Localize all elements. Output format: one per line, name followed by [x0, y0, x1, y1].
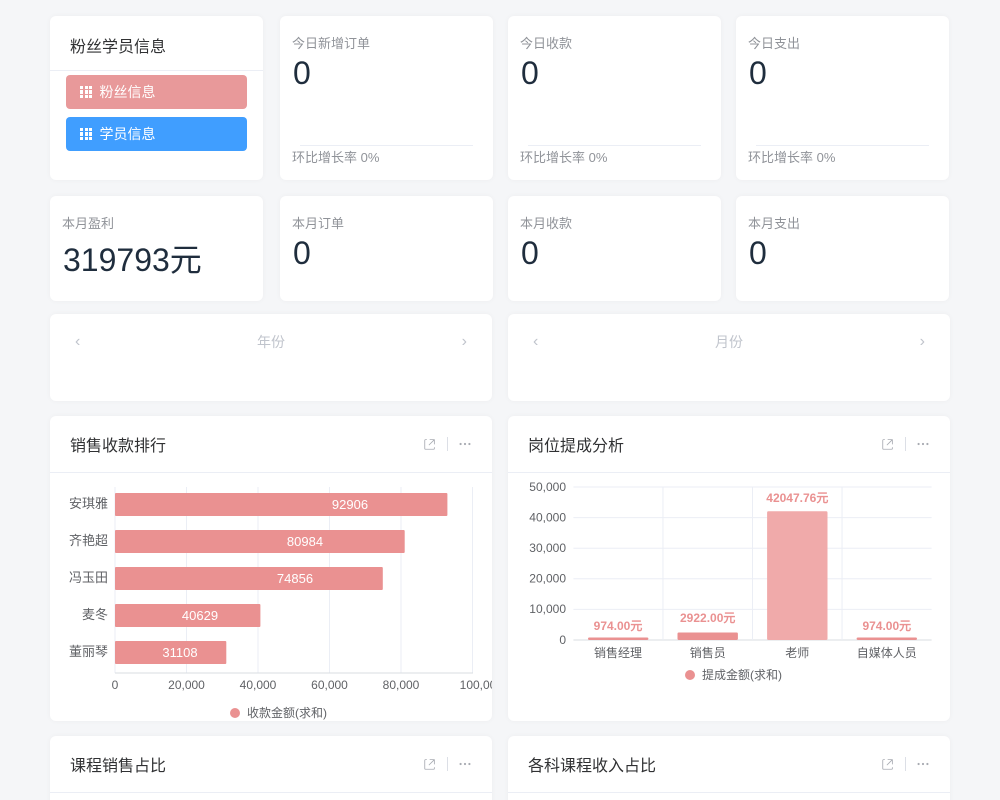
svg-text:10,000: 10,000 — [529, 602, 566, 616]
svg-text:974.00元: 974.00元 — [594, 619, 643, 633]
svg-text:冯玉田: 冯玉田 — [69, 570, 108, 585]
svg-text:0: 0 — [559, 633, 566, 647]
svg-text:20,000: 20,000 — [168, 678, 205, 692]
svg-text:42047.76元: 42047.76元 — [766, 491, 828, 505]
svg-text:收款金额(求和): 收款金额(求和) — [247, 705, 327, 720]
svg-text:销售员: 销售员 — [690, 645, 726, 660]
svg-text:麦冬: 麦冬 — [82, 607, 108, 622]
svg-text:40629: 40629 — [182, 608, 218, 623]
svg-text:974.00元: 974.00元 — [862, 619, 911, 633]
svg-text:40,000: 40,000 — [529, 511, 566, 525]
svg-text:60,000: 60,000 — [311, 678, 348, 692]
svg-text:80984: 80984 — [287, 534, 323, 549]
svg-text:安琪雅: 安琪雅 — [69, 496, 108, 511]
svg-text:老师: 老师 — [785, 646, 809, 660]
svg-text:74856: 74856 — [277, 571, 313, 586]
svg-text:齐艳超: 齐艳超 — [69, 533, 108, 548]
svg-text:40,000: 40,000 — [240, 678, 277, 692]
svg-text:董丽琴: 董丽琴 — [69, 644, 108, 659]
svg-text:销售经理: 销售经理 — [594, 645, 642, 660]
svg-text:92906: 92906 — [332, 497, 368, 512]
svg-text:提成金额(求和): 提成金额(求和) — [702, 667, 782, 682]
svg-text:31108: 31108 — [162, 645, 197, 660]
svg-text:20,000: 20,000 — [529, 572, 566, 586]
svg-text:50,000: 50,000 — [529, 480, 566, 494]
svg-text:30,000: 30,000 — [529, 541, 566, 555]
svg-text:2922.00元: 2922.00元 — [680, 611, 735, 625]
svg-text:自媒体人员: 自媒体人员 — [857, 646, 917, 660]
svg-text:100,00: 100,00 — [460, 678, 492, 692]
svg-text:80,000: 80,000 — [383, 678, 420, 692]
svg-text:0: 0 — [112, 678, 119, 692]
